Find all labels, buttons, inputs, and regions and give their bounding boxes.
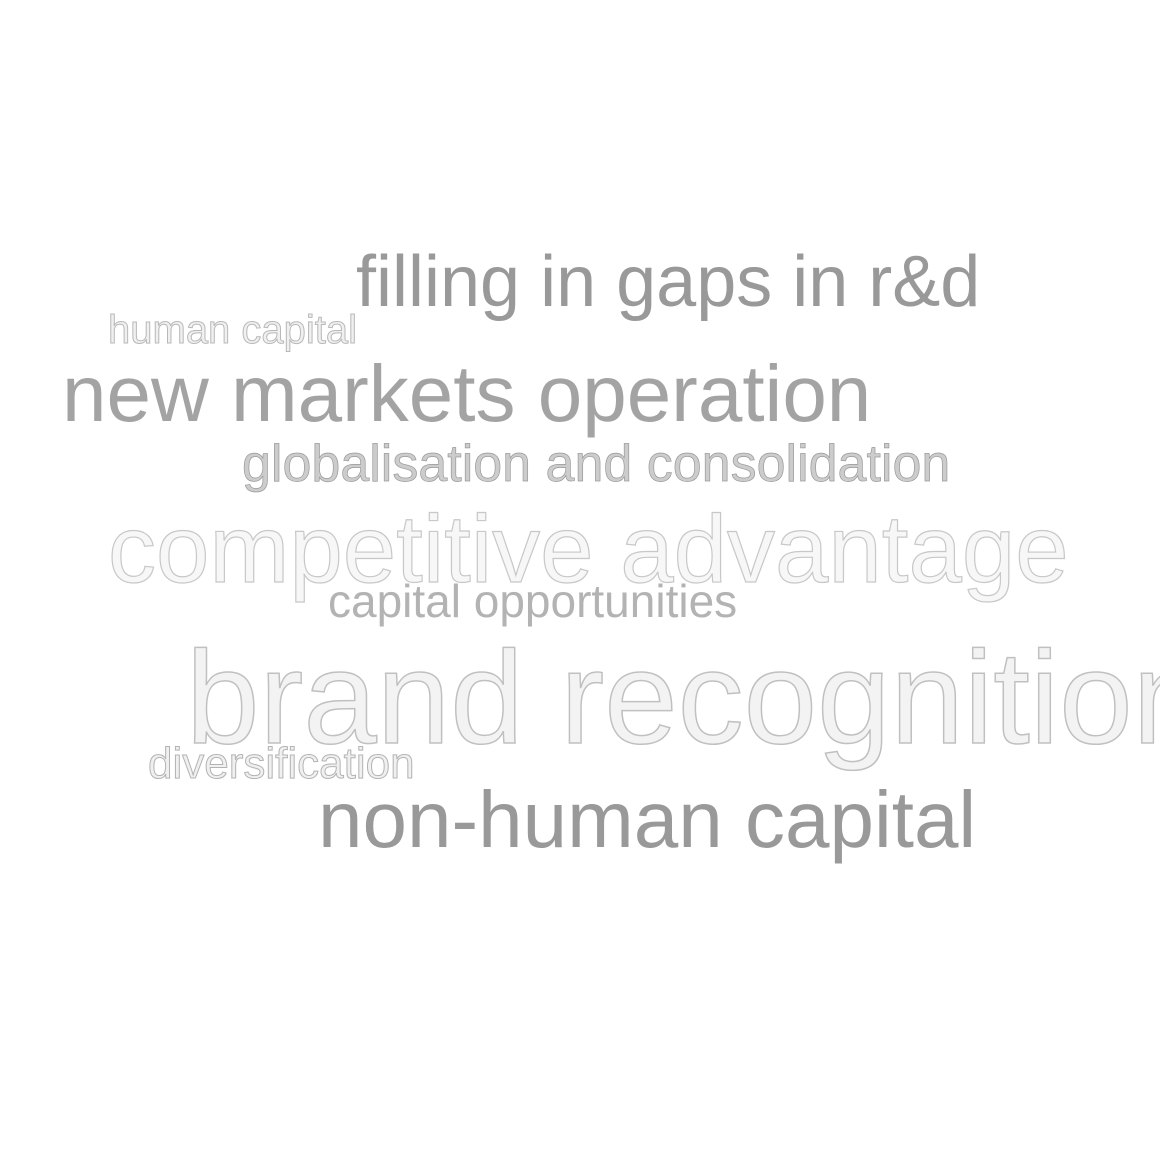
- word-human-capital: human capital: [107, 308, 358, 352]
- word-new-markets-operation: new markets operation: [62, 349, 872, 438]
- word-competitive-advantage: competitive advantage: [107, 496, 1069, 603]
- word-brand-recognition: brand recognition: [185, 624, 1160, 771]
- word-globalisation-and-consolidation: globalisation and consolidation: [242, 435, 951, 493]
- word-non-human-capital: non-human capital: [318, 775, 977, 864]
- word-filling-in-gaps-in-rd: filling in gaps in r&d: [356, 242, 981, 322]
- word-capital-opportunities: capital opportunities: [328, 575, 738, 627]
- word-diversification: diversification: [148, 739, 416, 788]
